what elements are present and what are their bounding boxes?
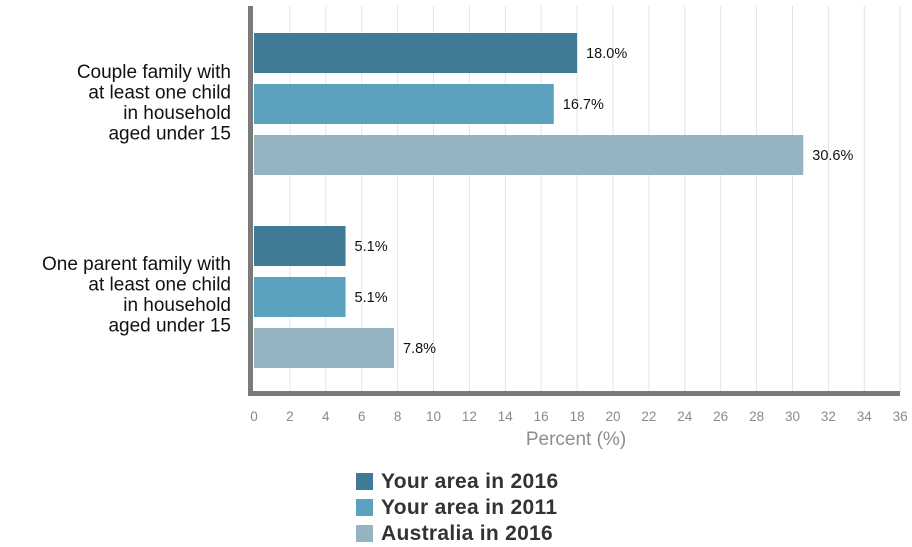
data-label: 18.0% bbox=[586, 46, 627, 62]
data-label: 30.6% bbox=[812, 148, 853, 164]
x-tick-label: 0 bbox=[250, 409, 258, 424]
category-label-line: aged under 15 bbox=[108, 124, 231, 145]
legend-swatch bbox=[356, 525, 373, 542]
x-tick-label: 4 bbox=[322, 409, 330, 424]
bar bbox=[254, 328, 395, 368]
category-label-line: at least one child bbox=[88, 275, 231, 296]
category-label-line: aged under 15 bbox=[108, 316, 231, 337]
x-tick-label: 18 bbox=[570, 409, 585, 424]
axes bbox=[248, 6, 900, 396]
legend-entry: Australia in 2016 bbox=[381, 522, 553, 545]
x-tick-label: 22 bbox=[641, 409, 656, 424]
x-tick-label: 20 bbox=[605, 409, 620, 424]
data-label: 7.8% bbox=[403, 341, 436, 357]
x-tick-label: 36 bbox=[893, 409, 908, 424]
x-tick-label: 10 bbox=[426, 409, 441, 424]
bars: 18.0% 5.1% 16.7% 5.1% 30.6% 7.8% bbox=[254, 33, 853, 368]
bar bbox=[254, 135, 804, 175]
x-axis-title: Percent (%) bbox=[526, 429, 626, 450]
data-label: 5.1% bbox=[355, 290, 388, 306]
category-label-line: in household bbox=[123, 295, 231, 316]
x-tick-labels: 0 2 4 6 8 10 12 14 16 18 20 22 24 26 28 30 32 34 36 bbox=[250, 409, 907, 424]
data-label: 16.7% bbox=[563, 97, 604, 113]
x-tick-label: 6 bbox=[358, 409, 366, 424]
x-tick-label: 28 bbox=[749, 409, 764, 424]
legend-entry: Your area in 2011 bbox=[381, 496, 557, 519]
category-label-line: in household bbox=[123, 103, 231, 124]
x-tick-label: 12 bbox=[462, 409, 477, 424]
category-label: One parent family with at least one child… bbox=[42, 254, 231, 337]
category-label-line: Couple family with bbox=[77, 62, 231, 83]
bar bbox=[254, 277, 346, 317]
legend-swatch bbox=[356, 473, 373, 490]
category-label: Couple family with at least one child in h… bbox=[77, 62, 231, 145]
bar bbox=[254, 84, 554, 124]
bar bbox=[254, 33, 578, 73]
category-labels: Couple family with at least one child in h… bbox=[42, 62, 231, 337]
legend: Your area in 2016 Your area in 2011 Austra… bbox=[356, 470, 558, 545]
x-tick-label: 30 bbox=[785, 409, 800, 424]
x-tick-label: 8 bbox=[394, 409, 402, 424]
data-label: 5.1% bbox=[355, 239, 388, 255]
x-tick-label: 24 bbox=[677, 409, 693, 424]
x-tick-label: 14 bbox=[498, 409, 514, 424]
x-tick-label: 34 bbox=[857, 409, 873, 424]
x-tick-label: 16 bbox=[534, 409, 549, 424]
category-label-line: at least one child bbox=[88, 83, 231, 104]
x-tick-label: 2 bbox=[286, 409, 294, 424]
x-tick-label: 32 bbox=[821, 409, 836, 424]
x-tick-label: 26 bbox=[713, 409, 728, 424]
bar bbox=[254, 226, 346, 266]
legend-swatch bbox=[356, 499, 373, 516]
legend-entry: Your area in 2016 bbox=[381, 470, 558, 493]
category-label-line: One parent family with bbox=[42, 254, 231, 275]
